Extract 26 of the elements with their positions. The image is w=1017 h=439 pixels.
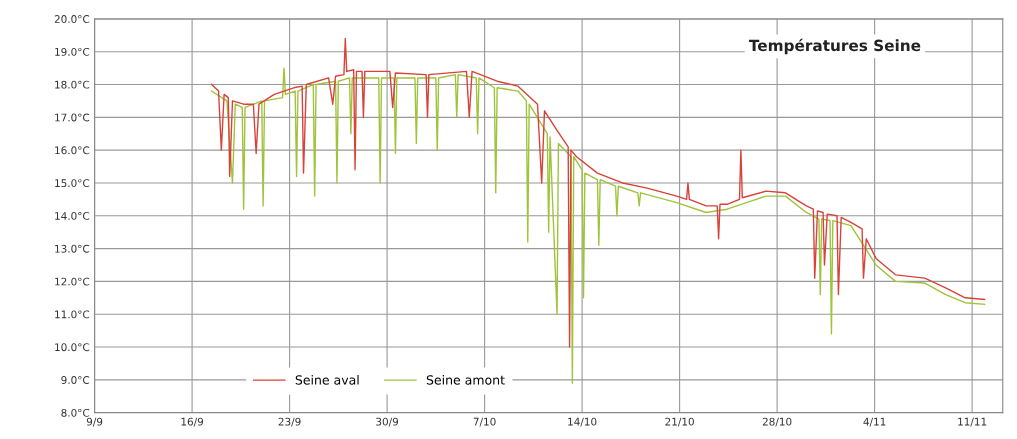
x-tick-label: 4/11 bbox=[863, 417, 886, 427]
y-tick-label: 17.0°C bbox=[55, 113, 90, 122]
x-tick-label: 16/9 bbox=[181, 417, 204, 427]
y-tick-label: 13.0°C bbox=[55, 244, 90, 253]
y-tick-label: 15.0°C bbox=[55, 179, 90, 188]
y-tick-label: 18.0°C bbox=[55, 80, 90, 89]
x-tick-label: 28/10 bbox=[762, 417, 792, 427]
x-tick-label: 11/11 bbox=[958, 417, 987, 427]
x-tick-label: 14/10 bbox=[568, 417, 597, 427]
x-tick-label: 7/10 bbox=[473, 417, 496, 427]
y-tick-label: 9.0°C bbox=[61, 376, 90, 384]
text: Températures Seine bbox=[748, 38, 921, 55]
y-tick-label: 20.0°C bbox=[54, 15, 90, 23]
y-tick-label: 12.0°C bbox=[55, 277, 90, 286]
x-tick-label: 30/9 bbox=[376, 417, 399, 427]
y-tick-label: 14.0°C bbox=[55, 211, 90, 220]
y-tick-label: 19.0°C bbox=[55, 47, 90, 56]
x-tick-label: 23/9 bbox=[278, 417, 301, 427]
legend-label: Seine aval bbox=[295, 375, 359, 385]
x-tick-label: 21/10 bbox=[665, 417, 694, 427]
y-tick-label: 16.0°C bbox=[55, 146, 90, 155]
legend-label: Seine amont bbox=[426, 375, 505, 385]
y-tick-label: 8.0°C bbox=[61, 408, 90, 417]
y-tick-label: 11.0°C bbox=[55, 310, 90, 319]
y-tick-label: 10.0°C bbox=[55, 343, 90, 352]
x-tick-label: 9/9 bbox=[86, 417, 103, 427]
